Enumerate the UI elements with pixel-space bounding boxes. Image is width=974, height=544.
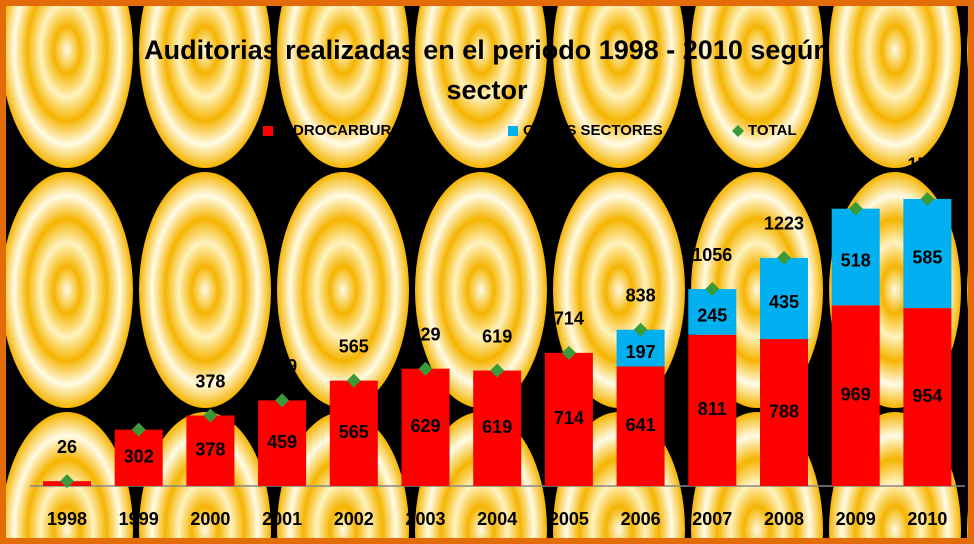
total-label: 26 xyxy=(57,437,77,457)
data-label: 629 xyxy=(410,416,440,436)
x-tick-label: 2003 xyxy=(405,509,445,529)
data-label: 811 xyxy=(698,399,727,419)
data-label: 954 xyxy=(912,386,942,406)
data-label: 565 xyxy=(339,422,369,442)
total-label: 1539 xyxy=(907,155,947,175)
total-label: 619 xyxy=(482,326,512,346)
total-label: 378 xyxy=(195,371,225,391)
x-tick-label: 2000 xyxy=(190,509,230,529)
total-label: 714 xyxy=(554,309,584,329)
legend-swatch xyxy=(263,126,273,136)
data-label: 378 xyxy=(195,440,225,460)
data-label: 585 xyxy=(912,247,942,267)
chart-frame: HIDROCARBUROS OTROS SECTORES TOTAL 26 1998 30… xyxy=(0,0,974,544)
x-tick-label: 1998 xyxy=(47,509,87,529)
total-label: 1223 xyxy=(764,214,804,234)
x-tick-label: 2009 xyxy=(836,509,876,529)
x-tick-label: 1999 xyxy=(119,509,159,529)
total-label: 838 xyxy=(626,285,656,305)
data-label: 197 xyxy=(626,342,656,362)
chart-title: Auditorias realizadas en el periodo 1998… xyxy=(107,30,867,110)
data-label: 245 xyxy=(697,306,727,326)
data-label: 518 xyxy=(841,251,871,271)
total-label: 302 xyxy=(124,385,154,405)
x-tick-label: 2004 xyxy=(477,509,517,529)
x-tick-label: 2002 xyxy=(334,509,374,529)
x-tick-label: 2001 xyxy=(262,509,302,529)
legend-label: HIDROCARBUROS xyxy=(278,122,413,139)
data-label: 619 xyxy=(482,417,512,437)
x-tick-label: 2007 xyxy=(692,509,732,529)
total-label: 1487 xyxy=(836,164,876,184)
legend-label: OTROS SECTORES xyxy=(523,122,663,139)
data-label: 641 xyxy=(626,415,656,435)
data-label: 435 xyxy=(769,292,799,312)
data-label: 714 xyxy=(554,408,584,428)
total-label: 1056 xyxy=(692,245,732,265)
data-label: 788 xyxy=(769,401,799,421)
data-label: 302 xyxy=(124,447,154,467)
data-label: 459 xyxy=(267,432,297,452)
legend-label: TOTAL xyxy=(748,122,797,139)
x-tick-label: 2006 xyxy=(621,509,661,529)
x-tick-label: 2008 xyxy=(764,509,804,529)
x-tick-label: 2005 xyxy=(549,509,589,529)
x-tick-label: 2010 xyxy=(907,509,947,529)
total-label: 629 xyxy=(410,324,440,344)
total-label: 565 xyxy=(339,336,369,356)
legend-swatch xyxy=(508,126,518,136)
data-label: 969 xyxy=(841,384,871,404)
total-label: 459 xyxy=(267,356,297,376)
